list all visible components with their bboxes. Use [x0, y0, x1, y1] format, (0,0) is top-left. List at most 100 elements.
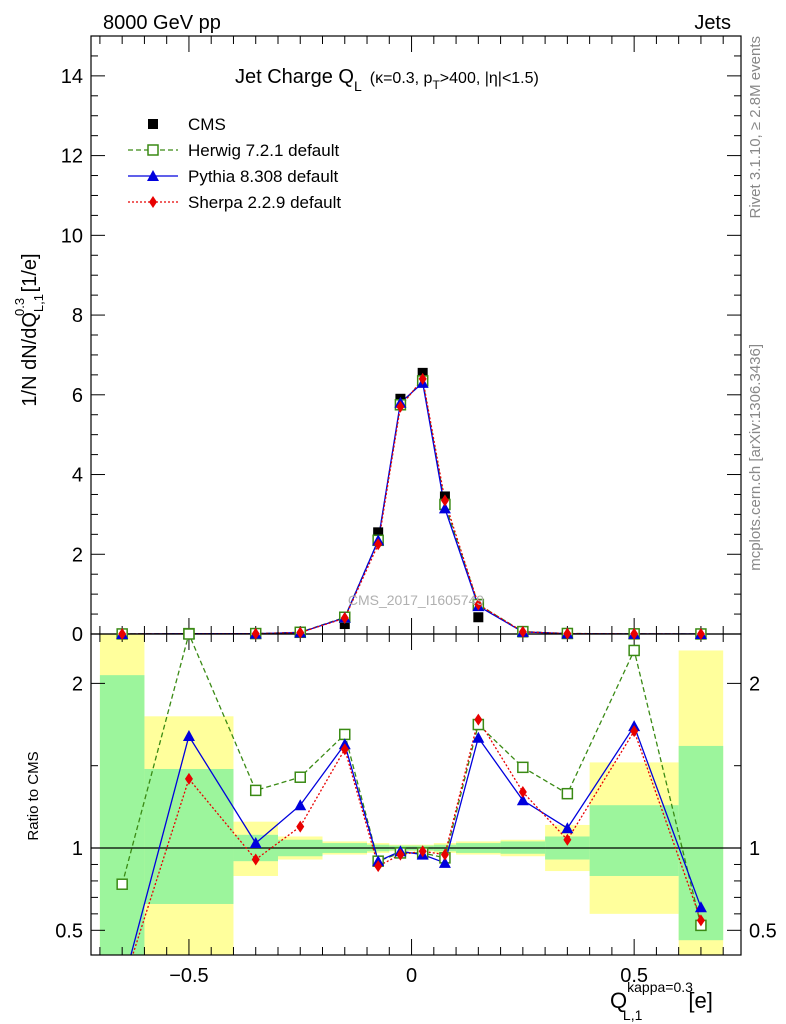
- main-marker-0-5: [373, 527, 384, 538]
- watermark: CMS_2017_I1605749: [348, 592, 484, 608]
- ratio-marker-0-2: [249, 784, 262, 797]
- x-axis-label: Qkappa=0.3 L,1 [e]: [610, 979, 713, 1023]
- ratio-lines: [91, 634, 741, 955]
- legend-label-3: Sherpa 2.2.9 default: [188, 193, 341, 212]
- ratio-marker-1-8: [438, 856, 451, 868]
- ratio-marker-1-13: [694, 901, 707, 913]
- ratio-line-2: [132, 717, 702, 955]
- main-ytick-label-12: 12: [61, 146, 83, 168]
- y-axis-label: 1/N dN/dQL,1 0.3 [1/e]: [12, 253, 46, 406]
- band-inner-12: [589, 805, 679, 876]
- main-marker-0-9: [473, 612, 484, 623]
- legend: CMS Herwig 7.2.1 default Pythia 8.308 defa…: [128, 115, 341, 212]
- main-marker-3-7: [418, 372, 427, 385]
- ratio-marker-0-4: [339, 728, 351, 741]
- y-axis-label-sup: 0.3: [12, 298, 27, 316]
- x-axis-label-sub: L,1: [623, 1007, 643, 1023]
- legend-marker-2: [147, 170, 159, 181]
- main-ytick-label-8: 8: [72, 305, 83, 327]
- ratio-marker-2-1: [184, 772, 193, 785]
- plot-title-pt-sub: T: [432, 78, 440, 92]
- ratio-marker-1-10: [516, 794, 529, 806]
- ratio-marker-2-12: [630, 725, 639, 738]
- main-marker-3-3: [296, 626, 305, 639]
- main-ytick-label-0: 0: [72, 624, 83, 646]
- xtick-label-0.5: 0.5: [620, 965, 648, 987]
- main-marker-3-0: [118, 627, 127, 640]
- main-ytick-label-2: 2: [72, 544, 83, 566]
- ratio-ytick-label-right-0.5: 0.5: [749, 920, 777, 942]
- band-inner-1: [144, 768, 234, 904]
- x-axis-label-sup: kappa=0.3: [627, 979, 693, 995]
- plot-title: Jet Charge QL (κ=0.3, pT>400, |η|<1.5): [235, 66, 539, 94]
- plot-title-sub: L: [354, 78, 362, 94]
- ratio-marker-1-11: [561, 822, 574, 834]
- main-ytick-label-10: 10: [61, 225, 83, 247]
- legend-label-0: CMS: [188, 115, 226, 134]
- main-marker-3-2: [251, 627, 260, 640]
- main-marker-3-9: [474, 598, 483, 611]
- ratio-marker-2-7: [418, 845, 427, 858]
- ratio-marker-2-11: [563, 833, 572, 846]
- ratio-marker-2-8: [440, 848, 449, 861]
- ratio-marker-0-3: [294, 771, 306, 783]
- header-left: 8000 GeV pp: [103, 12, 221, 34]
- ratio-marker-2-4: [340, 743, 349, 756]
- ratio-line-1: [130, 724, 702, 955]
- main-marker-3-4: [340, 612, 349, 625]
- ratio-marker-0-1: [183, 628, 195, 640]
- main-marker-3-11: [563, 627, 572, 640]
- xtick-label-0: 0: [406, 965, 417, 987]
- mcplots-label: mcplots.cern.ch [arXiv:1306.3436]: [747, 344, 764, 571]
- ratio-marker-1-1: [182, 730, 195, 742]
- ratio-marker-0-10: [517, 761, 529, 774]
- ratio-marker-2-5: [374, 860, 383, 873]
- ratio-marker-2-3: [296, 820, 305, 833]
- main-ytick-label-6: 6: [72, 385, 83, 407]
- plot-title-pre: (κ=0.3, p: [370, 70, 433, 87]
- main-marker-3-6: [396, 400, 405, 413]
- plot-title-main: Jet Charge Q: [235, 66, 354, 88]
- main-marker-3-13: [696, 627, 705, 640]
- main-marker-2-8: [438, 502, 451, 514]
- ratio-ytick-label-2: 2: [72, 673, 83, 695]
- x-axis-label-unit: [e]: [688, 988, 712, 1013]
- main-marker-3-8: [440, 494, 449, 507]
- ratio-marker-2-9: [474, 713, 483, 726]
- y-axis-label-sub: L,1: [31, 294, 46, 312]
- main-ytick-label-4: 4: [72, 465, 83, 487]
- ratio-marker-2-10: [518, 786, 527, 799]
- ratio-marker-0-11: [561, 787, 574, 800]
- band-inner-0: [99, 675, 145, 955]
- uncertainty-bands: [99, 634, 724, 955]
- svg-text:1/N dN/dQL,10.3 [1/e]: 1/N dN/dQL,1 0.3 [1/e]: [12, 253, 46, 406]
- legend-marker-1: [147, 144, 159, 156]
- y-axis-label-b: [1/e]: [19, 253, 41, 297]
- legend-marker-0: [148, 119, 158, 129]
- header-right: Jets: [694, 12, 731, 34]
- ratio-axis-label: Ratio to CMS: [25, 751, 42, 840]
- x-axis-label-q: Q: [610, 988, 627, 1013]
- y-axis-label-a: 1/N dN/dQ: [19, 312, 41, 406]
- ratio-frame: [90, 633, 742, 956]
- main-marker-3-12: [630, 627, 639, 640]
- ratio-marker-2-13: [696, 914, 705, 927]
- ratio-marker-0-0: [116, 878, 128, 890]
- legend-label-2: Pythia 8.308 default: [188, 167, 339, 186]
- rivet-label: Rivet 3.1.10, ≥ 2.8M events: [747, 36, 764, 219]
- main-marker-3-5: [374, 538, 383, 551]
- xtick-label--0.5: −0.5: [169, 965, 208, 987]
- main-ytick-label-14: 14: [61, 66, 83, 88]
- ratio-ytick-label-right-1: 1: [749, 838, 760, 860]
- ratio-ytick-label-1: 1: [72, 838, 83, 860]
- ratio-marker-0-12: [628, 644, 640, 657]
- ratio-ytick-label-0.5: 0.5: [55, 920, 83, 942]
- legend-label-1: Herwig 7.2.1 default: [188, 141, 339, 160]
- ratio-line-0: [121, 634, 702, 926]
- ratio-marker-1-2: [249, 837, 262, 849]
- ratio-ytick-label-right-2: 2: [749, 673, 760, 695]
- ratio-marker-1-9: [472, 731, 485, 743]
- ratio-marker-2-2: [251, 853, 260, 866]
- ratio-marker-2-6: [396, 848, 405, 861]
